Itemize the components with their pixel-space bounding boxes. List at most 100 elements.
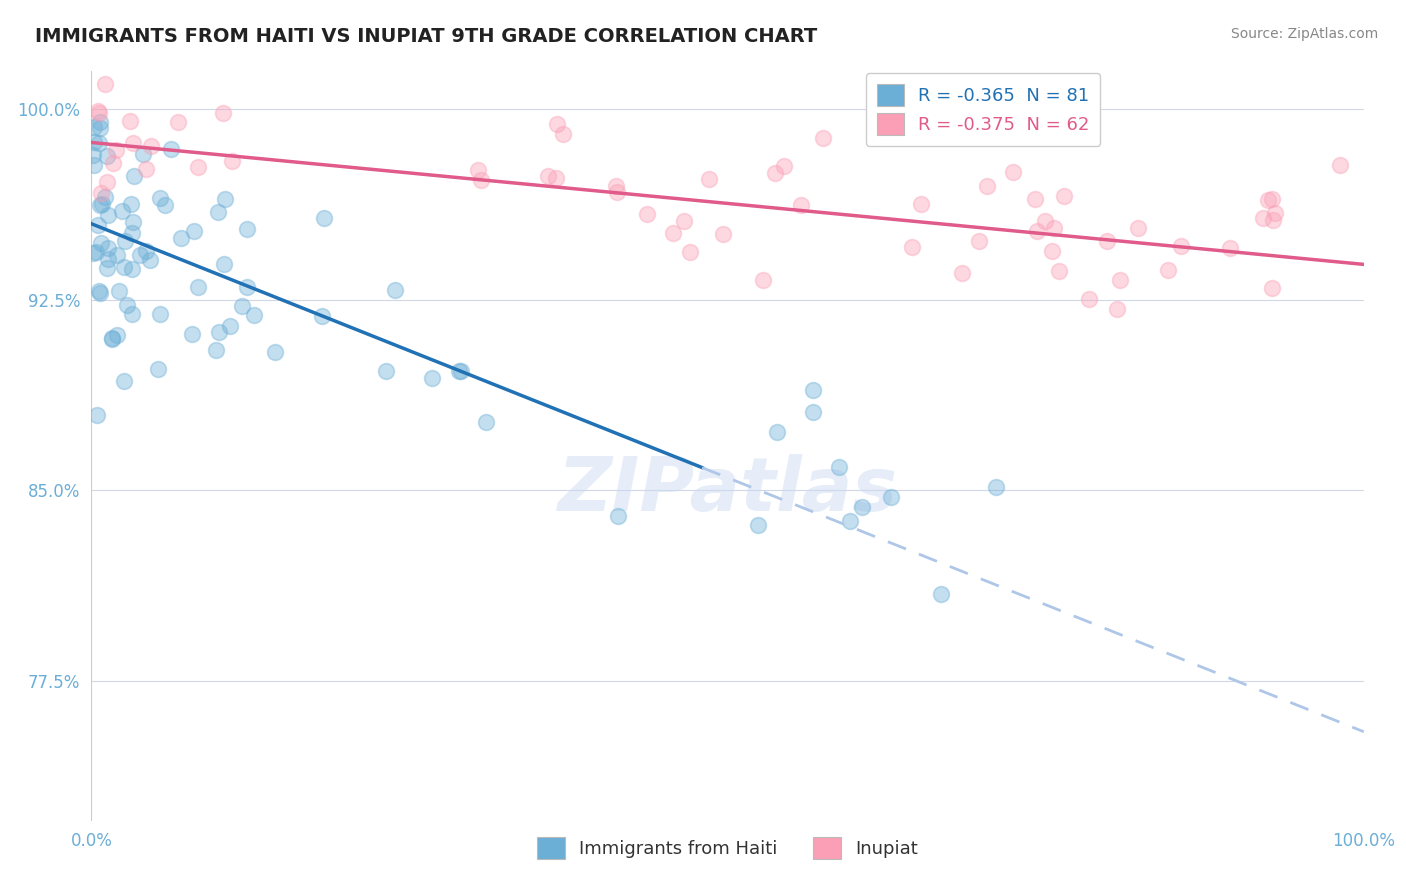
Point bbox=[207, 325, 229, 339]
Point bbox=[111, 204, 134, 219]
Point bbox=[87, 218, 110, 232]
Point bbox=[1026, 224, 1049, 238]
Point bbox=[801, 384, 824, 398]
Point bbox=[82, 148, 104, 162]
Point bbox=[91, 197, 114, 211]
Point bbox=[1053, 188, 1076, 202]
Point bbox=[97, 242, 120, 256]
Point bbox=[1097, 235, 1119, 249]
Point bbox=[553, 127, 575, 141]
Point bbox=[139, 252, 162, 267]
Text: IMMIGRANTS FROM HAITI VS INUPIAT 9TH GRADE CORRELATION CHART: IMMIGRANTS FROM HAITI VS INUPIAT 9TH GRA… bbox=[35, 27, 817, 45]
Point bbox=[121, 226, 143, 240]
Point bbox=[1040, 244, 1063, 259]
Point bbox=[422, 371, 444, 385]
Point bbox=[679, 244, 702, 259]
Point bbox=[84, 244, 107, 259]
Point bbox=[112, 374, 135, 388]
Point bbox=[146, 362, 169, 376]
Point bbox=[747, 517, 769, 532]
Point bbox=[699, 172, 721, 186]
Point bbox=[187, 160, 209, 174]
Point bbox=[87, 136, 110, 150]
Point bbox=[765, 425, 787, 439]
Point bbox=[212, 257, 235, 271]
Point bbox=[83, 135, 105, 149]
Point bbox=[636, 207, 658, 221]
Point bbox=[662, 226, 685, 240]
Point bbox=[901, 239, 924, 253]
Point bbox=[1257, 193, 1279, 207]
Point bbox=[752, 272, 775, 286]
Point bbox=[773, 159, 796, 173]
Point bbox=[96, 149, 118, 163]
Text: Source: ZipAtlas.com: Source: ZipAtlas.com bbox=[1230, 27, 1378, 41]
Point bbox=[90, 235, 112, 250]
Point bbox=[828, 460, 851, 475]
Point bbox=[180, 327, 202, 342]
Legend: Immigrants from Haiti, Inupiat: Immigrants from Haiti, Inupiat bbox=[529, 828, 927, 868]
Point bbox=[96, 252, 118, 266]
Point bbox=[264, 345, 287, 359]
Point bbox=[537, 169, 560, 183]
Point bbox=[236, 222, 259, 236]
Point bbox=[212, 105, 235, 120]
Point bbox=[135, 161, 157, 176]
Point bbox=[90, 186, 112, 200]
Point bbox=[1078, 292, 1101, 306]
Point bbox=[94, 77, 117, 91]
Point bbox=[1157, 263, 1180, 277]
Point bbox=[141, 139, 163, 153]
Point bbox=[1033, 214, 1056, 228]
Point bbox=[93, 190, 115, 204]
Point bbox=[375, 364, 398, 378]
Y-axis label: 9th Grade: 9th Grade bbox=[0, 404, 3, 488]
Point bbox=[1251, 211, 1274, 225]
Point bbox=[851, 500, 873, 514]
Point bbox=[96, 260, 118, 275]
Point bbox=[89, 120, 111, 135]
Point bbox=[950, 266, 973, 280]
Point bbox=[1329, 158, 1351, 172]
Point bbox=[1108, 273, 1130, 287]
Point bbox=[314, 211, 336, 225]
Point bbox=[1264, 206, 1286, 220]
Point bbox=[673, 214, 696, 228]
Point bbox=[83, 158, 105, 172]
Point bbox=[544, 170, 567, 185]
Point bbox=[1105, 301, 1128, 316]
Point bbox=[121, 262, 143, 277]
Point bbox=[101, 156, 124, 170]
Point bbox=[114, 235, 136, 249]
Point bbox=[1047, 264, 1070, 278]
Point bbox=[132, 146, 155, 161]
Point bbox=[122, 169, 145, 184]
Point bbox=[384, 283, 406, 297]
Point bbox=[1261, 281, 1284, 295]
Point bbox=[449, 364, 471, 378]
Point bbox=[89, 197, 111, 211]
Point bbox=[976, 178, 998, 193]
Point bbox=[135, 244, 157, 258]
Point bbox=[105, 327, 128, 342]
Point bbox=[96, 175, 118, 189]
Point bbox=[205, 343, 228, 357]
Point bbox=[115, 298, 138, 312]
Point bbox=[475, 415, 498, 429]
Point bbox=[467, 163, 489, 178]
Point bbox=[167, 115, 190, 129]
Point bbox=[122, 215, 145, 229]
Point bbox=[1170, 239, 1192, 253]
Point bbox=[813, 130, 835, 145]
Point bbox=[605, 178, 627, 193]
Point bbox=[112, 260, 135, 274]
Point bbox=[789, 198, 811, 212]
Text: ZIPatlas: ZIPatlas bbox=[558, 454, 897, 527]
Point bbox=[711, 227, 734, 242]
Point bbox=[1263, 213, 1285, 227]
Point bbox=[149, 191, 172, 205]
Point bbox=[221, 153, 243, 168]
Point bbox=[97, 208, 120, 222]
Point bbox=[107, 284, 129, 298]
Point bbox=[839, 514, 862, 528]
